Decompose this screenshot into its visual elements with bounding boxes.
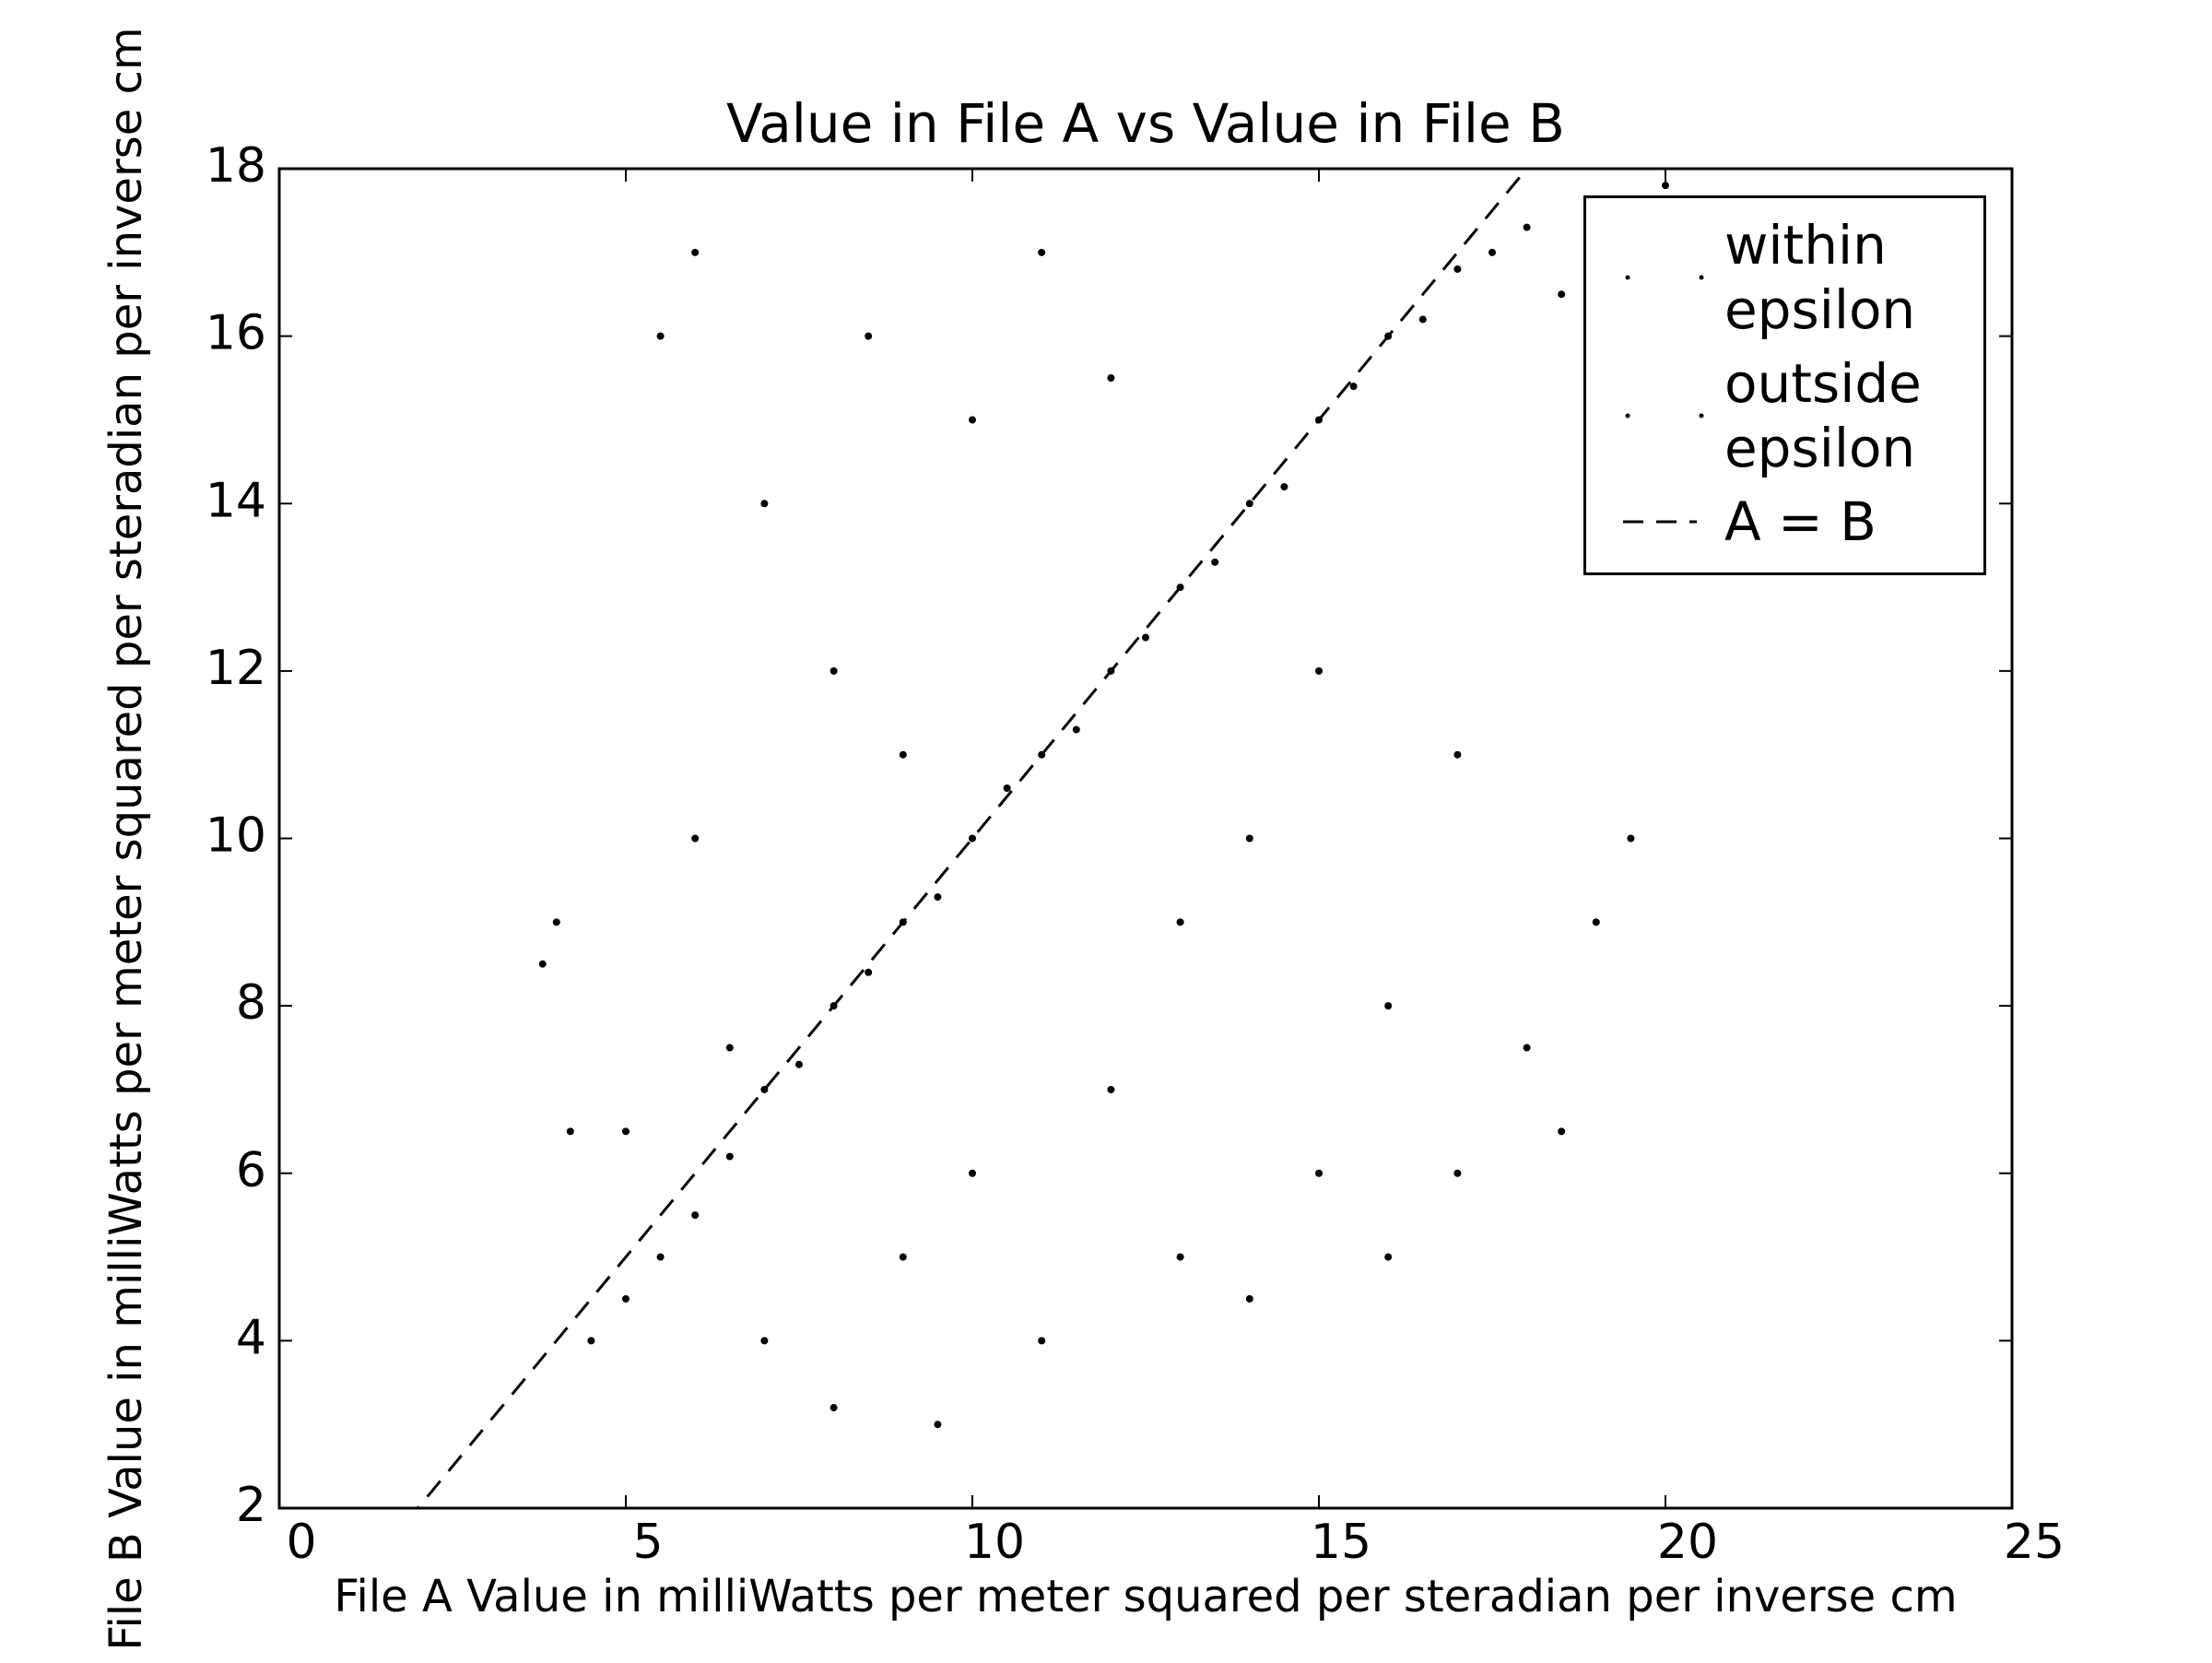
scatter-point (1315, 666, 1323, 675)
scatter-point (1523, 1044, 1531, 1052)
scatter-point (1627, 834, 1635, 843)
x-tick-label: 10 (964, 1515, 1025, 1570)
scatter-point (1176, 918, 1184, 926)
legend-key (1623, 520, 1697, 524)
scatter-point (1245, 1294, 1253, 1303)
scatter-point (1280, 483, 1288, 491)
scatter-point (795, 1060, 803, 1068)
scatter-point (725, 1152, 734, 1161)
y-tick-label: 2 (236, 1478, 266, 1533)
legend-key (1625, 413, 1704, 419)
y-tick-label: 6 (236, 1143, 266, 1198)
scatter-point (865, 968, 873, 976)
y-tick-label: 18 (206, 138, 266, 194)
legend-dot (1699, 275, 1704, 280)
scatter-point (1315, 1169, 1323, 1177)
plot-area (416, 169, 1669, 1508)
scatter-point (760, 1337, 769, 1345)
scatter-point (969, 834, 976, 843)
legend-label: outside epsilon (1724, 352, 1922, 479)
y-axis-label: File B Value in milliWatts per meter squ… (100, 27, 152, 1650)
scatter-point (934, 1421, 942, 1429)
scatter-point (1245, 834, 1253, 843)
scatter-point (691, 248, 700, 256)
scatter-point (1176, 1253, 1184, 1261)
x-tick-label: 20 (1657, 1515, 1718, 1570)
legend-label: A = B (1724, 490, 1877, 553)
scatter-point (1211, 558, 1219, 566)
scatter-point (552, 918, 560, 926)
scatter-point (969, 416, 976, 424)
scatter-point (760, 500, 769, 508)
scatter-point (865, 332, 873, 340)
scatter-point (1349, 383, 1358, 391)
scatter-point (1418, 315, 1427, 324)
legend-dot (1625, 275, 1630, 280)
scatter-point (622, 1127, 629, 1136)
scatter-point (1107, 1085, 1115, 1093)
scatter-point (1038, 248, 1046, 256)
scatter-point (1072, 725, 1080, 734)
scatter-point (1245, 500, 1253, 508)
scatter-point (1142, 633, 1149, 642)
scatter-point (1558, 290, 1566, 299)
x-tick-label: 5 (632, 1515, 663, 1570)
scatter-point (622, 1294, 629, 1303)
scatter-point (1488, 248, 1496, 256)
scatter-point (830, 666, 838, 675)
scatter-point (1003, 784, 1011, 793)
scatter-point (725, 1044, 734, 1052)
x-tick-label: 0 (286, 1515, 316, 1570)
scatter-point (1523, 223, 1531, 231)
x-tick-label: 15 (1311, 1515, 1371, 1570)
y-tick-label: 12 (206, 641, 266, 696)
x-tick-label: 25 (2004, 1515, 2065, 1570)
y-tick-label: 16 (206, 306, 266, 361)
scatter-point (1107, 374, 1115, 383)
scatter-point (1453, 1169, 1462, 1177)
scatter-point (934, 893, 942, 902)
legend-label: within epsilon (1724, 214, 1916, 341)
scatter-point (1384, 1253, 1393, 1261)
legend-entry: within epsilon (1586, 213, 1983, 342)
scatter-point (1038, 1337, 1046, 1345)
scatter-point (656, 332, 665, 340)
legend-key (1625, 275, 1704, 280)
scatter-point (691, 1211, 700, 1220)
legend-entry: outside epsilon (1586, 351, 1983, 480)
y-tick-label: 10 (206, 808, 266, 864)
scatter-point (1384, 1002, 1393, 1010)
y-tick-label: 8 (236, 975, 266, 1031)
legend-dot (1699, 413, 1704, 419)
legend: within epsilon outside epsilon A = B (1583, 195, 1986, 575)
legend-dot (1625, 413, 1630, 419)
y-tick-label: 14 (206, 473, 266, 528)
x-axis-label: File A Value in milliWatts per meter squ… (334, 1571, 1957, 1622)
scatter-point (538, 960, 547, 968)
scatter-point (1453, 750, 1462, 759)
scatter-point (1592, 918, 1600, 926)
scatter-point (969, 1169, 976, 1177)
scatter-point (566, 1127, 574, 1136)
scatter-point (899, 750, 907, 759)
scatter-point (1662, 182, 1669, 190)
scatter-point (830, 1404, 838, 1412)
scatter-point (691, 834, 700, 843)
scatter-point (656, 1253, 665, 1261)
scatter-point (899, 1253, 907, 1261)
scatter-point (1453, 265, 1462, 273)
legend-entry: A = B (1586, 489, 1983, 554)
chart-title: Value in File A vs Value in File B (726, 92, 1565, 155)
scatter-point (1558, 1127, 1566, 1136)
scatter-point (587, 1337, 595, 1345)
y-tick-label: 4 (236, 1310, 266, 1365)
